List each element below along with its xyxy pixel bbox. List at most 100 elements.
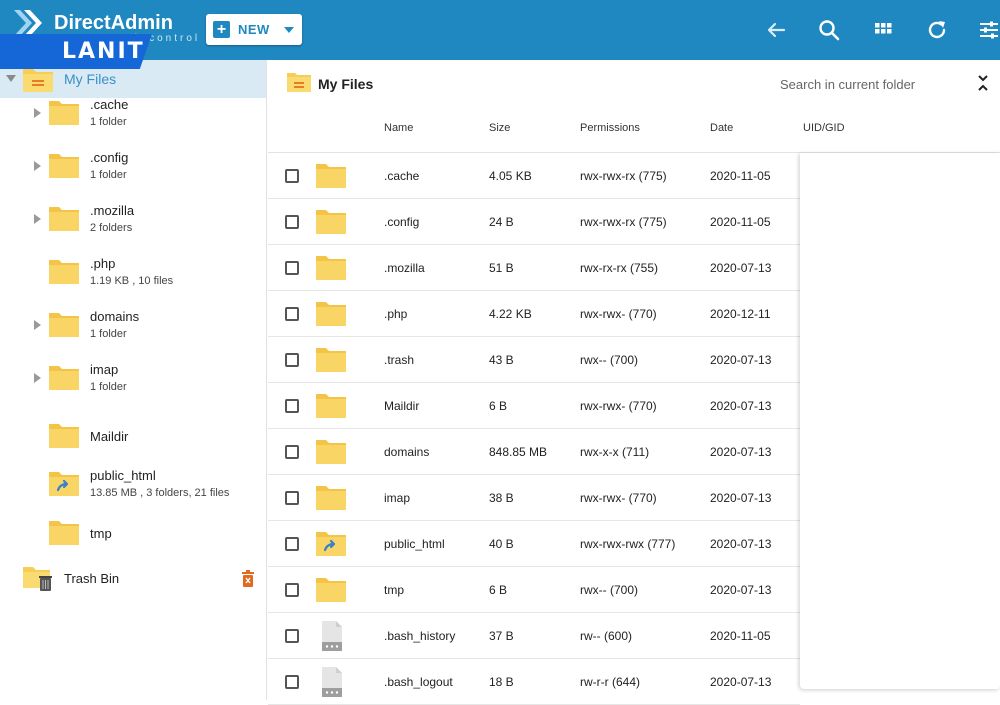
cell-permissions: rwx-rwx- (770) (580, 307, 657, 321)
cell-date: 2020-07-13 (710, 491, 772, 505)
chevron-right-icon[interactable] (34, 320, 41, 330)
column-header-size[interactable]: Size (489, 122, 511, 134)
grid-view-icon[interactable] (870, 17, 896, 43)
table-row[interactable]: .bash_history 37 B rw-- (600) 2020-11-05 (268, 613, 800, 659)
sidebar-item-folder[interactable]: tmp (0, 510, 266, 560)
folder-icon (315, 437, 347, 470)
lanit-logo-text: LANIT (62, 39, 145, 64)
sidebar-item-folder[interactable]: .mozilla 2 folders (0, 196, 266, 246)
table-row[interactable]: .cache 4.05 KB rwx-rwx-rx (775) 2020-11-05 (268, 153, 800, 199)
folder-icon (48, 98, 80, 131)
cell-permissions: rwx-x-x (711) (580, 445, 650, 459)
cell-date: 2020-07-13 (710, 399, 772, 413)
sidebar-root-label: My Files (64, 71, 117, 87)
table-row[interactable]: public_html 40 B rwx-rwx-rwx (777) 2020-07-… (268, 521, 800, 567)
column-header-uid-gid[interactable]: UID/GID (803, 122, 845, 134)
row-checkbox[interactable] (285, 445, 299, 459)
row-checkbox[interactable] (285, 215, 299, 229)
sidebar-item-folder[interactable]: imap 1 folder (0, 355, 266, 405)
settings-sliders-icon[interactable] (976, 17, 1000, 43)
chevron-right-icon[interactable] (34, 373, 41, 383)
cell-name: public_html (384, 537, 445, 551)
cell-permissions: rwx-rx-rx (755) (580, 261, 658, 275)
sidebar-item-folder[interactable]: domains 1 folder (0, 302, 266, 352)
sidebar-item-label: .php (90, 256, 116, 271)
cell-name: tmp (384, 583, 405, 597)
column-header-name[interactable]: Name (384, 122, 414, 134)
table-row[interactable]: .bash_logout 18 B rw-r-r (644) 2020-07-13 (268, 659, 800, 705)
row-checkbox[interactable] (285, 537, 299, 551)
detail-panel (800, 153, 1000, 689)
back-arrow-icon[interactable] (763, 17, 789, 43)
cell-name: domains (384, 445, 430, 459)
folder-icon (48, 421, 80, 454)
row-checkbox[interactable] (285, 491, 299, 505)
folder-icon (48, 363, 80, 396)
cell-permissions: rwx-rwx-rx (775) (580, 169, 667, 183)
cell-size: 6 B (489, 399, 508, 413)
sidebar-item-info: 1 folder (90, 169, 127, 181)
cell-permissions: rwx-rwx-rx (775) (580, 215, 667, 229)
cell-date: 2020-07-13 (710, 675, 772, 689)
sidebar-item-label: .config (90, 150, 129, 165)
empty-trash-icon[interactable] (241, 570, 255, 587)
chevron-right-icon[interactable] (34, 214, 41, 224)
trash-folder-icon (23, 567, 52, 591)
page-title: My Files (318, 76, 374, 92)
folder-icon (287, 73, 311, 92)
sidebar-item-folder[interactable]: .php 1.19 KB , 10 files (0, 249, 266, 299)
chevron-right-icon[interactable] (34, 108, 41, 118)
row-checkbox[interactable] (285, 629, 299, 643)
table-row[interactable]: .mozilla 51 B rwx-rx-rx (755) 2020-07-13 (268, 245, 800, 291)
column-header-permissions[interactable]: Permissions (580, 122, 640, 134)
folder-link-icon (315, 529, 347, 562)
cell-size: 38 B (489, 491, 514, 505)
folder-icon (315, 345, 347, 378)
sidebar-item-folder[interactable]: Maildir (0, 413, 266, 463)
cell-size: 40 B (489, 537, 514, 551)
search-input[interactable] (780, 74, 960, 94)
cell-date: 2020-07-13 (710, 353, 772, 367)
search-icon[interactable] (816, 17, 842, 43)
sidebar-item-info: 1.19 KB , 10 files (90, 275, 174, 287)
row-checkbox[interactable] (285, 675, 299, 689)
folder-icon (48, 204, 80, 237)
folder-icon (315, 161, 347, 194)
table-row[interactable]: .trash 43 B rwx-- (700) 2020-07-13 (268, 337, 800, 383)
folder-icon (315, 299, 347, 332)
cell-size: 4.22 KB (489, 307, 532, 321)
sidebar-item-folder[interactable]: .config 1 folder (0, 143, 266, 193)
row-checkbox[interactable] (285, 399, 299, 413)
cell-size: 848.85 MB (489, 445, 548, 459)
column-header-date[interactable]: Date (710, 122, 734, 134)
sidebar-item-folder[interactable]: public_html 13.85 MB , 3 folders, 21 file… (0, 461, 266, 511)
cell-name: Maildir (384, 399, 420, 413)
table-row[interactable]: tmp 6 B rwx-- (700) 2020-07-13 (268, 567, 800, 613)
table-row[interactable]: .config 24 B rwx-rwx-rx (775) 2020-11-05 (268, 199, 800, 245)
chevron-right-icon[interactable] (34, 161, 41, 171)
refresh-icon[interactable] (924, 17, 950, 43)
folder-icon (315, 483, 347, 516)
row-checkbox[interactable] (285, 353, 299, 367)
table-row[interactable]: imap 38 B rwx-rwx- (770) 2020-07-13 (268, 475, 800, 521)
cell-permissions: rwx-- (700) (580, 353, 639, 367)
cell-permissions: rwx-rwx- (770) (580, 491, 657, 505)
chevron-down-icon[interactable] (6, 75, 16, 82)
row-checkbox[interactable] (285, 583, 299, 597)
file-icon (317, 620, 347, 657)
table-row[interactable]: .php 4.22 KB rwx-rwx- (770) 2020-12-11 (268, 291, 800, 337)
sidebar-item-label: public_html (90, 468, 156, 483)
cell-name: .trash (384, 353, 415, 367)
row-checkbox[interactable] (285, 307, 299, 321)
row-checkbox[interactable] (285, 261, 299, 275)
collapse-icon[interactable] (976, 74, 990, 92)
sidebar-item-trash-bin[interactable]: Trash Bin (0, 560, 266, 598)
cell-date: 2020-07-13 (710, 583, 772, 597)
row-checkbox[interactable] (285, 169, 299, 183)
new-button[interactable]: + NEW (206, 14, 302, 45)
table-row[interactable]: domains 848.85 MB rwx-x-x (711) 2020-07-13 (268, 429, 800, 475)
cell-name: .cache (384, 169, 420, 183)
table-row[interactable]: Maildir 6 B rwx-rwx- (770) 2020-07-13 (268, 383, 800, 429)
cell-permissions: rwx-- (700) (580, 583, 639, 597)
sidebar-item-folder[interactable]: .cache 1 folder (0, 90, 266, 140)
